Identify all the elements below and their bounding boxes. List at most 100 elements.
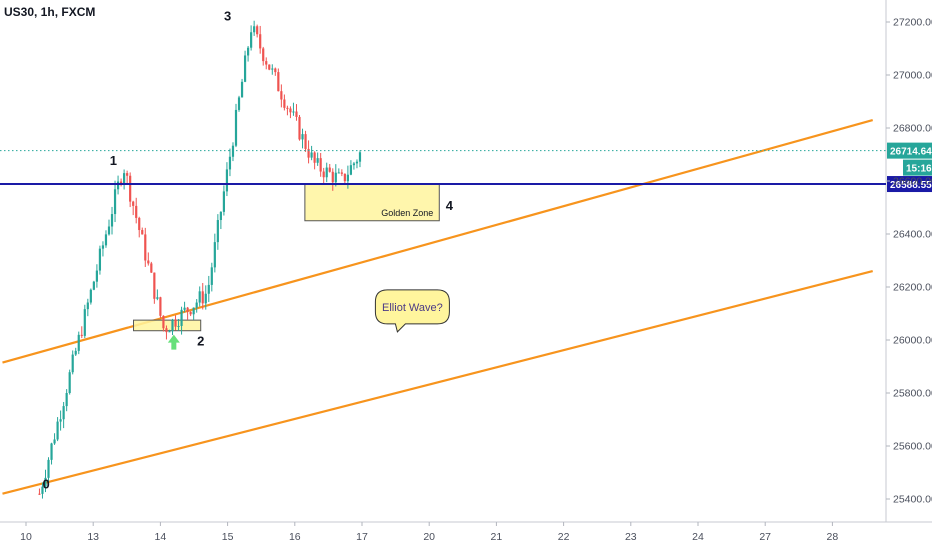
candle-body: [180, 309, 183, 326]
y-tick-label: 27000.00: [893, 70, 932, 82]
candle-body: [268, 64, 271, 70]
candle-body: [262, 48, 265, 62]
candle-body: [277, 72, 280, 92]
candle-body: [358, 152, 362, 162]
x-tick-label: 27: [759, 531, 771, 543]
candle-body: [286, 107, 289, 109]
candle-body: [129, 175, 132, 202]
candle-body: [237, 97, 241, 110]
candle-body: [110, 214, 114, 227]
candle-body: [92, 281, 95, 290]
candle-body: [240, 81, 244, 98]
channel-line[interactable]: [2, 270, 873, 495]
candle-body: [126, 173, 129, 176]
candle-body: [95, 270, 98, 282]
candle-body: [186, 307, 189, 312]
candle-body: [138, 217, 141, 231]
candle-body: [204, 293, 207, 304]
candle-body: [171, 319, 174, 332]
wave-label: 1: [110, 153, 117, 168]
candle-body: [243, 55, 247, 82]
candle-body: [340, 172, 343, 174]
x-tick-label: 10: [20, 531, 32, 543]
callout-bubble[interactable]: [374, 289, 450, 333]
y-tick-label: 26400.00: [893, 229, 932, 241]
candle-body: [225, 169, 229, 192]
candle-body: [331, 171, 334, 183]
candle-body: [301, 134, 304, 140]
candle-body: [213, 242, 216, 268]
candle-body: [183, 307, 186, 310]
y-tick-label: 26000.00: [893, 335, 932, 347]
annotations[interactable]: Elliot Wave?: [167, 289, 450, 350]
wave-label: 4: [446, 198, 454, 213]
candle-body: [250, 32, 253, 48]
candle-body: [89, 289, 92, 303]
y-tick-label: 26200.00: [893, 282, 932, 294]
callout-text: Elliot Wave?: [382, 302, 443, 314]
candle-body: [47, 459, 50, 478]
zone-label: Golden Zone: [381, 208, 433, 218]
candle-body: [56, 421, 59, 440]
candle-body: [68, 372, 71, 393]
candle-body: [116, 181, 120, 190]
candle-body: [231, 145, 235, 157]
candle-body: [41, 486, 44, 494]
candle-body: [53, 439, 56, 444]
candle-body: [259, 34, 262, 49]
candle-body: [144, 234, 147, 261]
candle-body: [44, 477, 47, 487]
candle-body: [337, 172, 340, 174]
candle-body: [271, 68, 274, 70]
candle-body: [253, 26, 256, 33]
y-tick-label: 25400.00: [893, 494, 932, 506]
candle-body: [246, 47, 250, 56]
candle-body: [310, 152, 313, 158]
current-price-label: 26714.64: [890, 147, 932, 158]
candles: [38, 20, 362, 499]
price-levels[interactable]: 26714.64 15:16 26588.55: [0, 142, 932, 193]
candle-body: [292, 111, 295, 113]
x-tick-label: 21: [491, 531, 503, 543]
zones[interactable]: Golden Zone: [133, 183, 440, 332]
candle-body: [349, 165, 353, 175]
candle-body: [189, 311, 192, 315]
candle-body: [352, 163, 356, 166]
y-tick-label: 25600.00: [893, 441, 932, 453]
x-tick-label: 16: [289, 531, 301, 543]
candle-body: [153, 272, 156, 299]
candle-body: [119, 181, 123, 184]
candle-body: [65, 393, 68, 407]
y-tick-label: 25800.00: [893, 388, 932, 400]
candle-body: [256, 26, 259, 35]
candle-body: [141, 230, 144, 235]
candle-body: [192, 307, 195, 315]
candle-body: [104, 234, 108, 246]
candle-body: [274, 68, 277, 73]
candle-body: [101, 245, 105, 249]
candle-body: [150, 263, 153, 273]
candle-body: [132, 201, 135, 206]
candle-body: [355, 161, 359, 164]
candle-body: [59, 419, 62, 422]
candle-body: [201, 291, 204, 304]
candle-body: [228, 156, 232, 170]
y-tick-label: 26800.00: [893, 123, 932, 135]
candle-body: [207, 284, 210, 294]
x-tick-label: 28: [827, 531, 839, 543]
candle-body: [313, 152, 316, 163]
candle-body: [304, 134, 307, 149]
wave-labels: 0 1 2 3 4: [43, 9, 454, 492]
golden-zone[interactable]: [304, 183, 440, 222]
candle-body: [123, 173, 126, 184]
candle-body: [346, 174, 349, 182]
candle-body: [83, 309, 86, 336]
candle-body: [343, 173, 346, 182]
candle-body: [77, 334, 80, 351]
x-tick-label: 13: [87, 531, 99, 543]
candle-body: [159, 297, 162, 316]
candle-body: [195, 302, 198, 308]
candle-body: [165, 328, 168, 333]
